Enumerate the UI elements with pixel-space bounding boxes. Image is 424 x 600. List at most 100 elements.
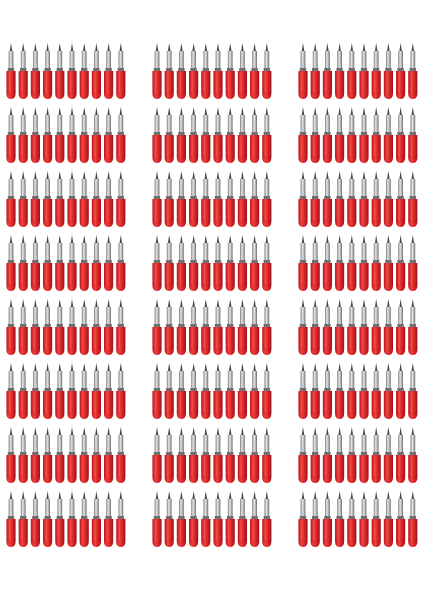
blade xyxy=(347,107,357,163)
blade xyxy=(408,427,418,483)
blade xyxy=(237,107,247,163)
blade xyxy=(359,363,369,419)
blade xyxy=(116,171,126,227)
blade xyxy=(43,107,53,163)
blade xyxy=(335,363,345,419)
blade xyxy=(225,171,235,227)
blade xyxy=(359,107,369,163)
blade xyxy=(347,235,357,291)
blade xyxy=(371,235,381,291)
blade xyxy=(18,235,28,291)
blade xyxy=(298,43,308,99)
blade xyxy=(310,235,320,291)
blade xyxy=(164,427,174,483)
blade xyxy=(55,235,65,291)
blade xyxy=(347,363,357,419)
blade xyxy=(55,299,65,355)
blade xyxy=(6,299,16,355)
blade xyxy=(225,491,235,547)
blade xyxy=(152,43,162,99)
blade xyxy=(383,363,393,419)
blade xyxy=(79,491,89,547)
blade xyxy=(371,107,381,163)
blade xyxy=(250,427,260,483)
blade xyxy=(164,235,174,291)
blade xyxy=(189,171,199,227)
blade xyxy=(55,363,65,419)
blade xyxy=(116,299,126,355)
blade xyxy=(383,171,393,227)
blade xyxy=(322,107,332,163)
blade xyxy=(371,363,381,419)
blade xyxy=(408,235,418,291)
blade xyxy=(79,427,89,483)
blade xyxy=(67,299,77,355)
blade xyxy=(408,491,418,547)
blade xyxy=(383,43,393,99)
blade xyxy=(213,299,223,355)
blade xyxy=(408,299,418,355)
blade xyxy=(79,43,89,99)
blade xyxy=(6,171,16,227)
blade xyxy=(322,43,332,99)
blade xyxy=(6,235,16,291)
blade xyxy=(67,363,77,419)
blade xyxy=(116,43,126,99)
blade xyxy=(43,491,53,547)
blade xyxy=(213,107,223,163)
blade xyxy=(104,107,114,163)
blade xyxy=(213,427,223,483)
blade xyxy=(201,235,211,291)
blade xyxy=(298,171,308,227)
blade xyxy=(322,299,332,355)
blade xyxy=(18,491,28,547)
blade xyxy=(396,235,406,291)
blade xyxy=(237,171,247,227)
blade xyxy=(298,427,308,483)
blade xyxy=(43,363,53,419)
blade xyxy=(262,427,272,483)
blade xyxy=(335,235,345,291)
blade xyxy=(6,43,16,99)
blade xyxy=(383,107,393,163)
blade xyxy=(335,299,345,355)
blade xyxy=(164,491,174,547)
blade xyxy=(176,235,186,291)
blade xyxy=(18,363,28,419)
blade xyxy=(359,299,369,355)
blade xyxy=(359,427,369,483)
blade xyxy=(30,107,40,163)
blade xyxy=(176,363,186,419)
blade xyxy=(55,107,65,163)
blade xyxy=(43,43,53,99)
blade xyxy=(298,107,308,163)
blade xyxy=(79,107,89,163)
blade xyxy=(67,107,77,163)
blade xyxy=(250,299,260,355)
blade xyxy=(6,363,16,419)
blade xyxy=(91,107,101,163)
blade xyxy=(91,171,101,227)
blade xyxy=(335,43,345,99)
blade xyxy=(396,43,406,99)
blade xyxy=(164,43,174,99)
blade xyxy=(164,171,174,227)
blade xyxy=(116,363,126,419)
blade xyxy=(152,107,162,163)
blade xyxy=(189,107,199,163)
blade xyxy=(396,299,406,355)
blade xyxy=(152,491,162,547)
blade xyxy=(237,427,247,483)
blade xyxy=(18,171,28,227)
blade xyxy=(104,235,114,291)
blade xyxy=(310,427,320,483)
blade xyxy=(213,363,223,419)
blade xyxy=(104,363,114,419)
blade xyxy=(250,363,260,419)
blade xyxy=(116,107,126,163)
blade xyxy=(262,235,272,291)
blade xyxy=(298,299,308,355)
blade xyxy=(116,235,126,291)
blade xyxy=(164,107,174,163)
blade xyxy=(152,299,162,355)
